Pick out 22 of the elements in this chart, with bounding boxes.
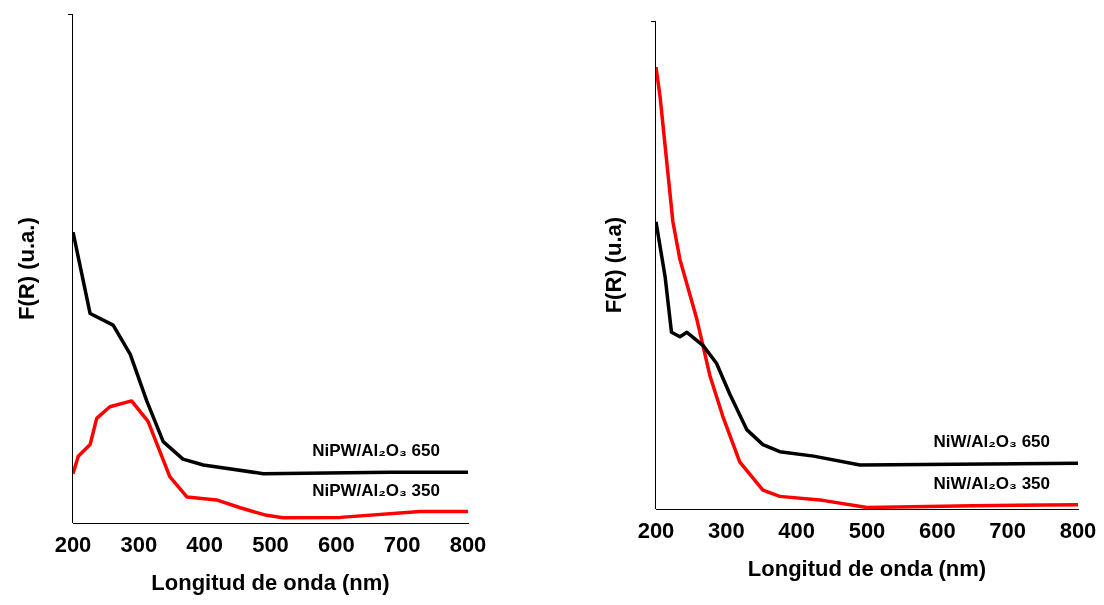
y-axis-title: F(R) (u.a.) <box>14 217 40 320</box>
x-tick-label: 200 <box>54 532 92 558</box>
x-tick-label: 300 <box>707 518 745 544</box>
x-tick-label: 800 <box>449 532 487 558</box>
series-label: NiPW/Al₂O₃ 650 <box>312 441 440 461</box>
series-label: NiW/Al₂O₃ 350 <box>933 473 1050 493</box>
x-tick-label: 200 <box>637 518 675 544</box>
y-axis-title: F(R) (u.a) <box>601 216 627 314</box>
x-tick-label: 400 <box>778 518 816 544</box>
x-tick-label: 800 <box>1059 518 1097 544</box>
series-label: NiPW/Al₂O₃ 350 <box>312 480 440 500</box>
x-tick-label: 400 <box>186 532 224 558</box>
x-axis-title: Longitud de onda (nm) <box>151 569 390 595</box>
x-axis-title: Longitud de onda (nm) <box>747 555 987 581</box>
x-tick-label: 600 <box>317 532 355 558</box>
x-tick-label: 700 <box>989 518 1027 544</box>
series-label: NiW/Al₂O₃ 650 <box>933 432 1050 452</box>
x-tick-label: 600 <box>918 518 956 544</box>
x-tick-label: 500 <box>848 518 886 544</box>
x-tick-label: 700 <box>383 532 421 558</box>
x-tick-label: 300 <box>120 532 158 558</box>
x-tick-label: 500 <box>252 532 289 558</box>
